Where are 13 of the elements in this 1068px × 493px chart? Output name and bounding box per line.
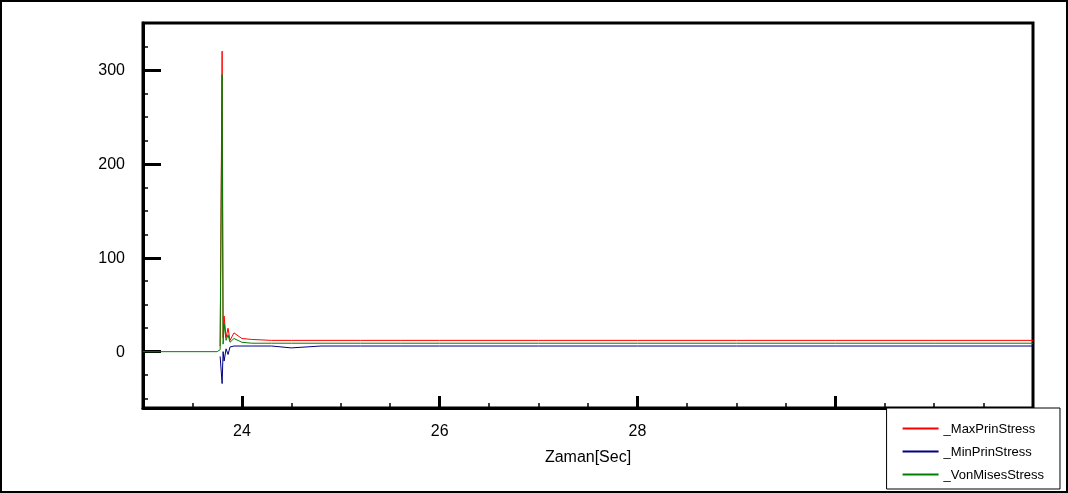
y-tick-label: 200 bbox=[98, 155, 126, 173]
x-tick-label: 24 bbox=[232, 421, 251, 439]
x-axis-title: Zaman[Sec] bbox=[544, 447, 632, 465]
line-series bbox=[142, 74, 1034, 353]
x-tick-label: 26 bbox=[430, 421, 449, 439]
line-series bbox=[219, 345, 1034, 385]
y-tick-label: 300 bbox=[98, 61, 126, 79]
legend-label: _VonMisesStress bbox=[942, 467, 1045, 482]
x-tick-label: 28 bbox=[628, 421, 647, 439]
legend-label: _MaxPrinStress bbox=[942, 421, 1036, 436]
legend-label: _MinPrinStress bbox=[942, 444, 1033, 459]
y-tick-label: 100 bbox=[98, 249, 126, 267]
y-tick-label: 0 bbox=[116, 343, 126, 361]
